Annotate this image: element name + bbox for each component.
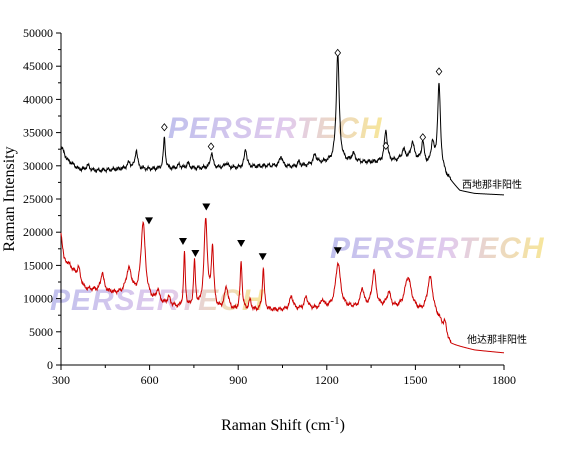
x-tick-label: 1800 xyxy=(492,373,516,387)
watermark-text: PERSERTECH xyxy=(50,284,265,317)
watermark: PERSERTECH xyxy=(168,112,383,145)
peak-marker-diamond xyxy=(435,67,443,76)
peak-marker-diamond xyxy=(419,133,427,142)
y-tick-label: 35000 xyxy=(23,126,53,140)
series-layer xyxy=(60,48,505,354)
peak-marker-diamond xyxy=(334,48,342,58)
y-tick-label: 20000 xyxy=(23,225,53,239)
peak-marker-triangle xyxy=(145,217,154,225)
series-2 xyxy=(60,203,505,354)
y-tick-label: 40000 xyxy=(23,92,53,106)
x-ticks: 300 600 900 1200 1500 1800 xyxy=(52,365,516,387)
peak-marker-triangle xyxy=(191,249,200,257)
watermark-text: PERSERTECH xyxy=(330,232,545,265)
series-label-1: 西地那非阳性 xyxy=(462,178,522,191)
x-tick-label: 1500 xyxy=(403,373,427,387)
y-tick-label: 0 xyxy=(47,358,53,372)
y-tick-label: 10000 xyxy=(23,292,53,306)
series-line xyxy=(60,53,505,196)
x-tick-label: 900 xyxy=(229,373,247,387)
peak-marker-triangle xyxy=(178,237,187,245)
peak-marker-triangle xyxy=(333,247,342,255)
watermark-layer: PERSERTECH PERSERTECH PERSERTECH xyxy=(50,112,545,317)
y-tick-label: 50000 xyxy=(23,26,53,40)
y-tick-label: 25000 xyxy=(23,192,53,206)
watermark: PERSERTECH xyxy=(50,284,265,317)
series-label-2: 他达那非阳性 xyxy=(467,333,527,346)
series-line xyxy=(60,217,505,354)
y-ticks: 0 5000 10000 15000 20000 25000 30000 35000 40000… xyxy=(23,26,61,372)
x-tick-label: 300 xyxy=(52,373,70,387)
peak-marker-diamond xyxy=(382,141,390,151)
peak-marker-triangle xyxy=(237,239,246,247)
peak-marker-triangle xyxy=(202,203,211,211)
x-tick-label: 1200 xyxy=(315,373,339,387)
y-tick-label: 5000 xyxy=(29,325,53,339)
series-1 xyxy=(60,48,505,196)
peak-marker-diamond xyxy=(207,142,215,151)
watermark-text: PERSERTECH xyxy=(168,112,383,145)
watermark: PERSERTECH xyxy=(330,232,545,265)
peak-marker-triangle xyxy=(258,253,267,261)
y-axis-title: Raman Intensity xyxy=(1,146,18,251)
x-axis-title: Raman Shift (cm-1) xyxy=(221,415,345,434)
y-tick-label: 30000 xyxy=(23,159,53,173)
y-tick-label: 45000 xyxy=(23,59,53,73)
peak-marker-diamond xyxy=(161,123,168,132)
x-tick-label: 600 xyxy=(141,373,159,387)
y-tick-label: 15000 xyxy=(23,258,53,272)
